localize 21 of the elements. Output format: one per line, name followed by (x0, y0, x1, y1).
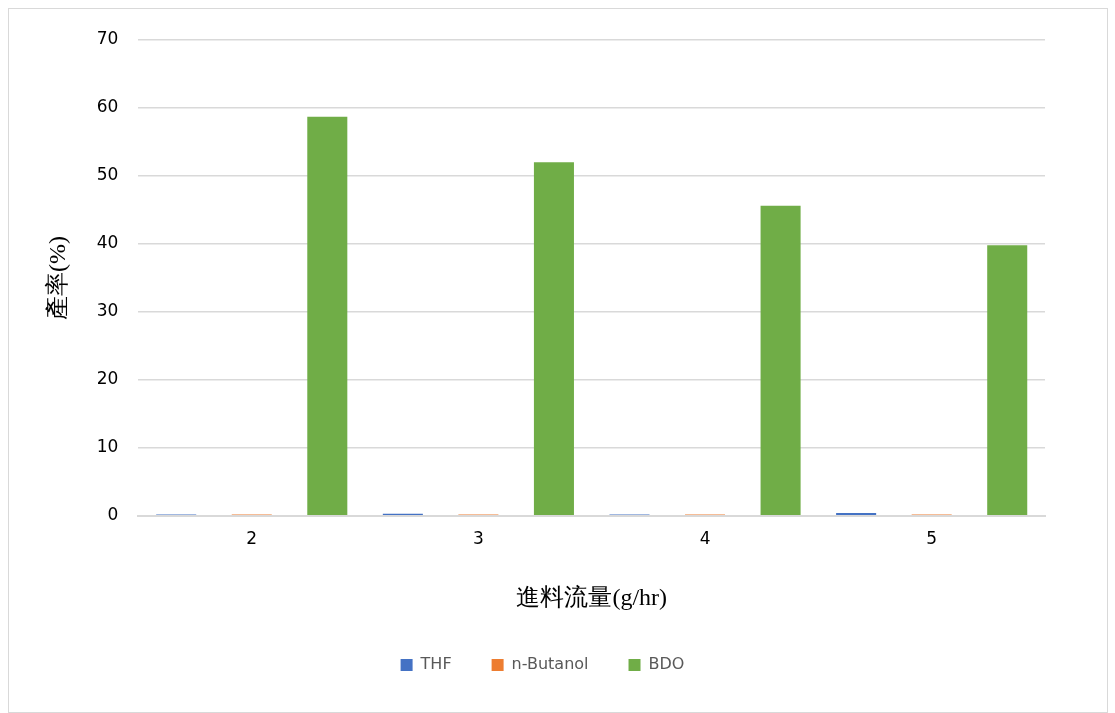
bar (760, 205, 801, 516)
y-tick-label: 10 (96, 436, 119, 457)
y-tick-label: 70 (96, 28, 119, 49)
bar (533, 162, 574, 516)
y-tick-label: 0 (107, 504, 119, 525)
legend-label: THF (419, 654, 452, 674)
x-tick-label: 4 (699, 528, 711, 549)
legend-label: BDO (648, 654, 685, 674)
y-tick-label: 60 (96, 96, 119, 117)
y-tick-label: 30 (96, 300, 119, 321)
y-tick-label: 50 (96, 164, 119, 185)
legend-label: n-Butanol (511, 654, 589, 674)
x-tick-label: 3 (472, 528, 484, 549)
x-tick-label: 2 (246, 528, 258, 549)
x-tick-label: 5 (926, 528, 938, 549)
x-axis-title: 進料流量(g/hr) (516, 583, 668, 610)
y-tick-label: 40 (96, 232, 119, 253)
y-axis-title: 產率(%) (43, 235, 70, 320)
bar (307, 116, 348, 516)
y-tick-label: 20 (96, 368, 119, 389)
bar (987, 245, 1028, 516)
